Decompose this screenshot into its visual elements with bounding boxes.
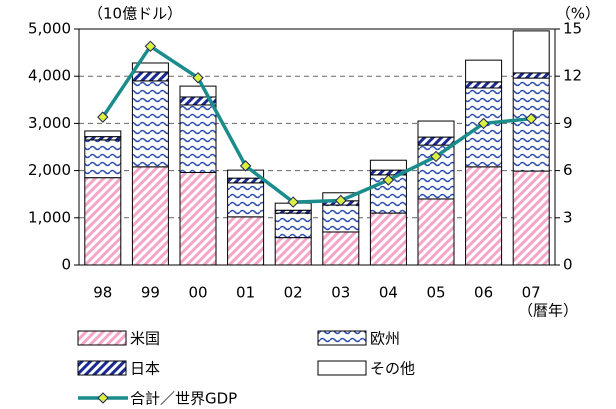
bar-segment — [512, 72, 550, 79]
x-tick-label: 03 — [331, 284, 350, 302]
legend-label: 欧州 — [370, 330, 400, 348]
y-tick-label: 2,000 — [28, 161, 71, 179]
y-tick-label: 4,000 — [28, 67, 71, 85]
bar-segment — [465, 59, 503, 83]
legend-label: 日本 — [130, 360, 160, 378]
line-marker — [239, 160, 252, 172]
bar-segment — [369, 159, 407, 171]
y2-tick-label: 9 — [563, 114, 573, 132]
bar-segment — [131, 166, 169, 266]
bar-segment — [131, 62, 169, 73]
legend-swatch — [77, 360, 127, 376]
y2-tick-label: 12 — [563, 67, 582, 85]
line-marker — [477, 117, 490, 130]
line — [101, 43, 532, 204]
y-axis-label: （10億ドル） — [88, 5, 182, 23]
bar-segment — [131, 71, 169, 82]
bar-segment — [131, 80, 169, 168]
bar-segment — [512, 77, 550, 172]
bar-segment — [322, 204, 360, 233]
x-tick-label: 07 — [522, 284, 541, 302]
bar-segment — [465, 81, 503, 89]
y-tick-label: 3,000 — [28, 114, 71, 132]
bar-segment — [179, 85, 217, 98]
x-tick-label: 99 — [141, 284, 160, 302]
x-tick-label: 06 — [474, 284, 493, 302]
bar-segment — [227, 216, 265, 266]
y2-tick-label: 6 — [563, 161, 573, 179]
line-marker — [382, 174, 395, 186]
y-tick-label: 0 — [61, 256, 71, 274]
legend-label: 合計／世界GDP — [130, 390, 237, 408]
line-marker — [97, 111, 109, 123]
bar-segment — [179, 171, 217, 266]
y2-axis-label: （%） — [556, 5, 600, 23]
x-tick-label: 98 — [93, 284, 112, 302]
x-tick-label: 05 — [426, 284, 445, 302]
bar-segment — [465, 166, 503, 266]
bar-segment — [274, 212, 312, 239]
bar-segment — [179, 104, 217, 173]
bar-segment — [512, 30, 550, 74]
bar-segment — [274, 237, 312, 266]
line-marker — [525, 112, 537, 125]
bar-segment — [417, 120, 455, 138]
bar-segment — [84, 177, 122, 266]
bar-segment — [227, 177, 265, 184]
bar-segment — [369, 212, 407, 266]
legend-label: その他 — [370, 360, 415, 378]
plot-frame — [78, 28, 556, 266]
line-marker — [430, 150, 442, 163]
y2-tick-label: 3 — [563, 208, 573, 226]
y-tick-label: 5,000 — [28, 20, 71, 38]
legend-swatch — [317, 330, 367, 346]
x-tick-label: 00 — [188, 284, 207, 302]
x-axis-label: （暦年） — [518, 302, 578, 320]
x-tick-label: 01 — [236, 284, 255, 302]
bar-segment — [322, 231, 360, 266]
bar-segment — [84, 139, 122, 179]
y-tick-label: 1,000 — [28, 208, 71, 226]
bar-segment — [417, 136, 455, 146]
legend-swatch — [317, 360, 367, 376]
legend-label: 米国 — [130, 330, 160, 348]
y2-tick-label: 15 — [563, 20, 582, 38]
y2-tick-label: 0 — [563, 256, 573, 274]
bar-segment — [227, 182, 265, 218]
line-marker — [287, 196, 299, 208]
line-marker — [335, 194, 347, 207]
line-marker — [192, 72, 204, 84]
legend-marker — [97, 392, 109, 404]
legend-swatch — [77, 330, 127, 346]
line-marker — [144, 40, 157, 53]
bar-segment — [417, 198, 455, 266]
bar-segment — [512, 170, 550, 266]
bar-segment — [84, 130, 122, 138]
x-tick-label: 02 — [284, 284, 303, 302]
x-tick-label: 04 — [379, 284, 398, 302]
